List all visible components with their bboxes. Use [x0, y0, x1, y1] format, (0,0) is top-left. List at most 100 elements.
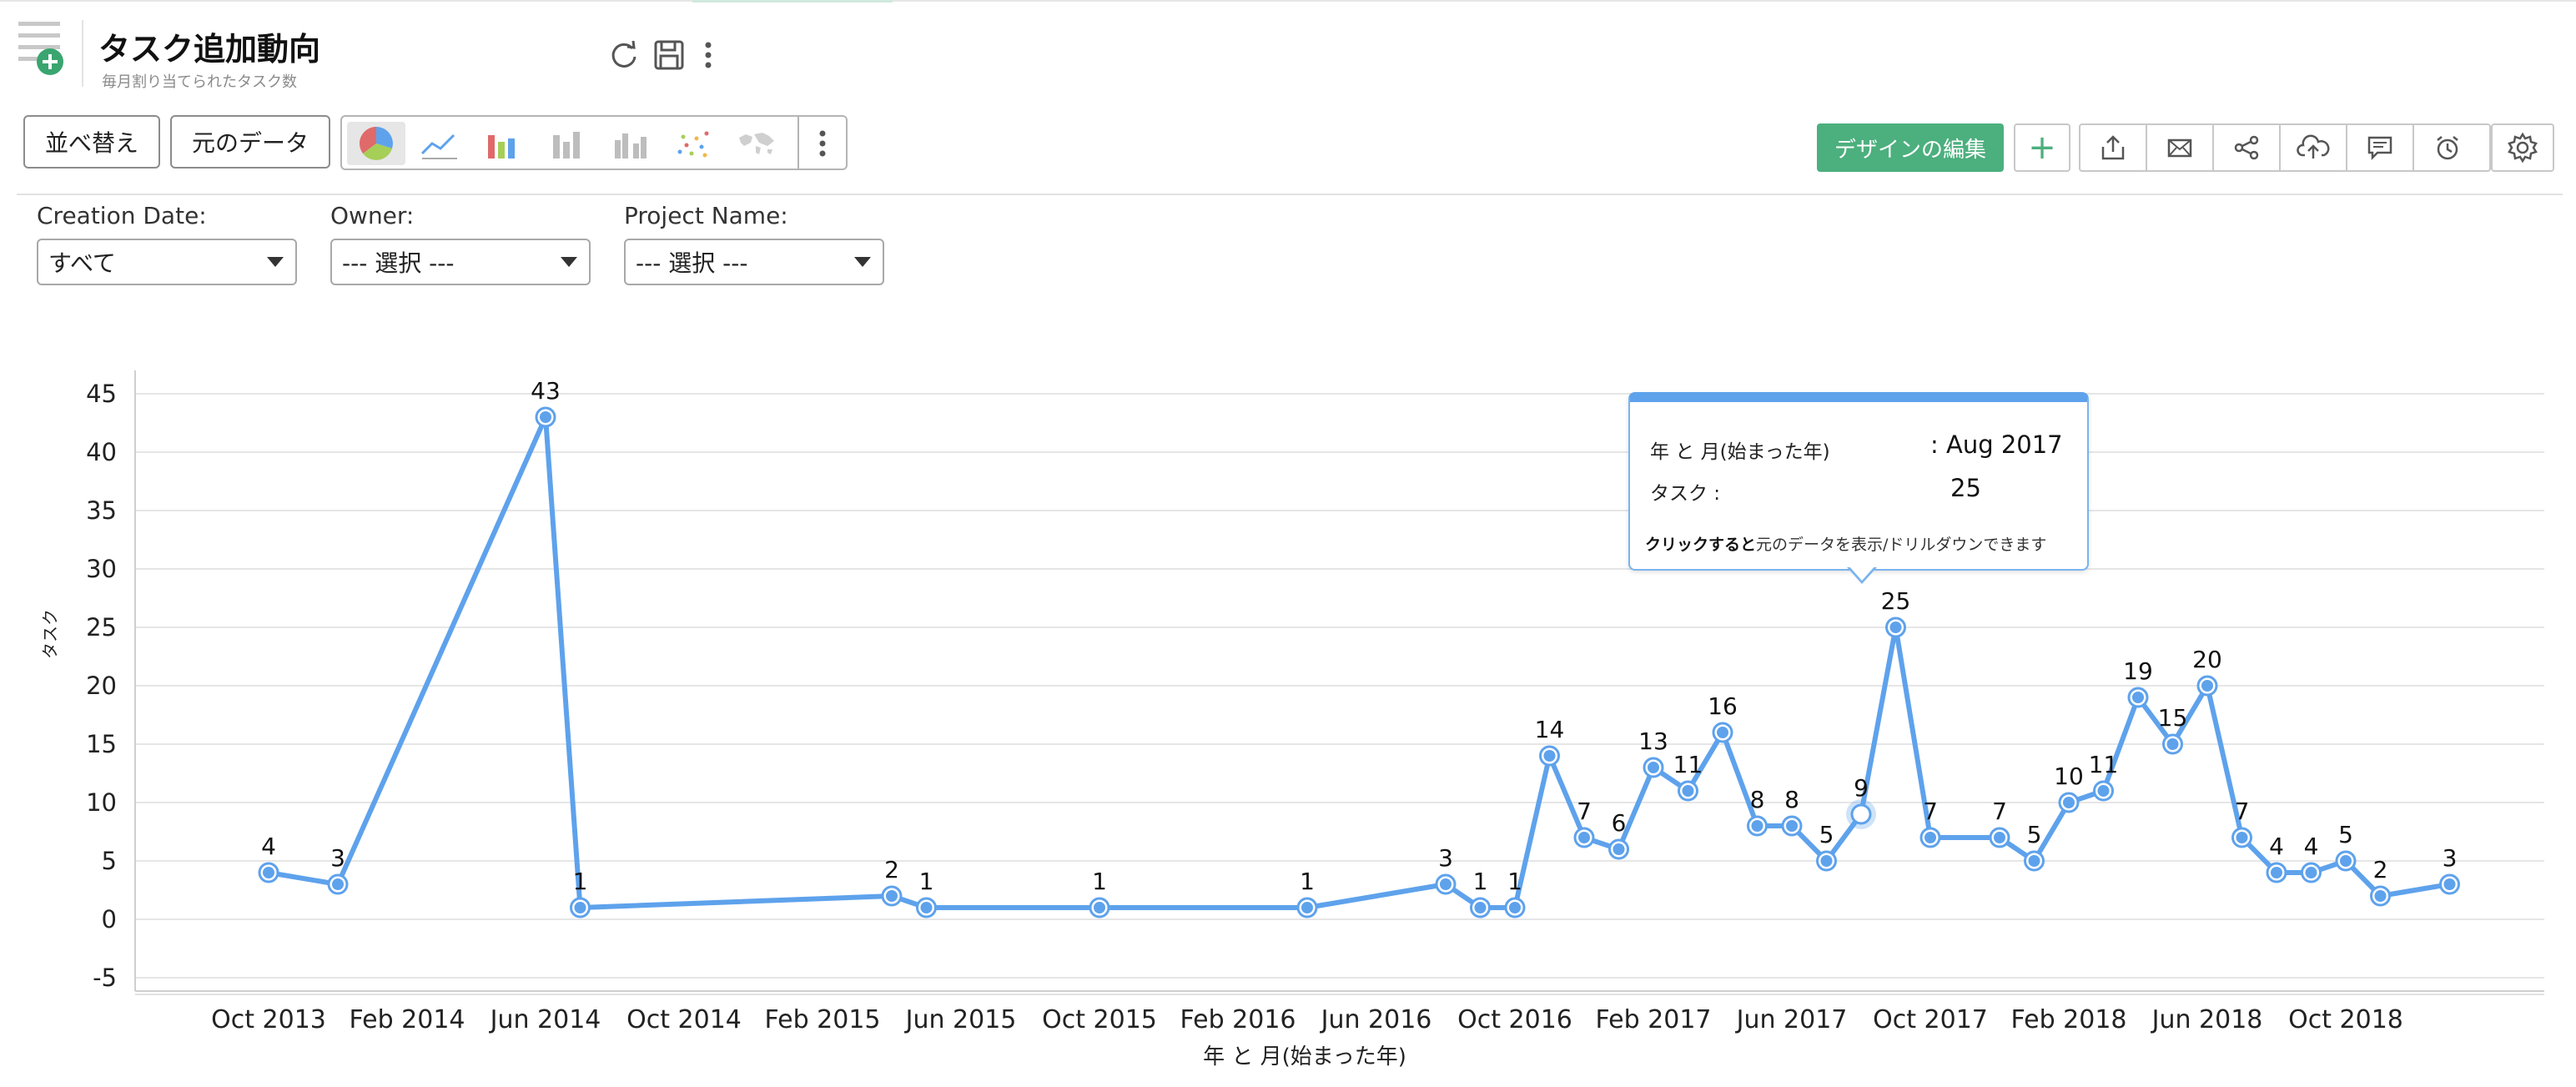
tooltip-month-label: 年 と 月(始まった年) — [1650, 441, 1830, 463]
x-tick-label: Jun 2015 — [904, 1005, 1017, 1034]
data-point-core — [886, 890, 898, 902]
page-subtitle: 毎月割り当てられたタスク数 — [102, 73, 297, 91]
x-tick-label: Oct 2014 — [626, 1005, 742, 1034]
y-tick-label: 45 — [86, 380, 117, 408]
page-title: タスク追加動向 — [98, 31, 321, 68]
project-name-value: --- 選択 --- — [636, 249, 748, 277]
line-chart-icon[interactable] — [410, 122, 469, 165]
pie-chart-icon[interactable] — [347, 122, 405, 165]
data-label: 8 — [1750, 786, 1765, 813]
tooltip-task-label: タスク : — [1650, 483, 1721, 505]
data-point-core — [2063, 797, 2075, 808]
comment-icon[interactable] — [2347, 125, 2414, 170]
data-label: 11 — [1673, 751, 1703, 778]
x-tick-label: Oct 2018 — [2288, 1005, 2403, 1034]
x-tick-label: Oct 2015 — [1042, 1005, 1157, 1034]
data-label: 5 — [2027, 821, 2042, 848]
data-point-core — [1682, 785, 1694, 797]
x-tick-label: Oct 2013 — [211, 1005, 326, 1034]
filter-label-project-name: Project Name: — [624, 202, 788, 229]
top-border — [0, 0, 2576, 2]
raw-data-button[interactable]: 元のデータ — [170, 115, 330, 169]
data-label: 1 — [1473, 868, 1488, 895]
data-point-core — [1578, 832, 1590, 843]
data-point-core — [540, 411, 551, 423]
data-label: 4 — [261, 833, 276, 860]
map-chart-icon[interactable] — [727, 122, 786, 165]
settings-icon[interactable] — [2491, 123, 2554, 172]
alarm-icon[interactable] — [2414, 125, 2481, 170]
owner-value: --- 選択 --- — [342, 249, 455, 277]
cloud-upload-icon[interactable] — [2281, 125, 2347, 170]
export-icon[interactable] — [2080, 125, 2147, 170]
chevron-down-icon — [267, 257, 284, 267]
filter-label-owner: Owner: — [330, 202, 415, 229]
data-point-core — [1543, 750, 1556, 762]
y-tick-label: 25 — [86, 613, 117, 642]
data-label: 8 — [1784, 786, 1799, 813]
x-tick-label: Jun 2014 — [489, 1005, 601, 1034]
data-label: 7 — [2235, 798, 2250, 825]
data-label: 7 — [1923, 798, 1938, 825]
more-chart-options-icon[interactable] — [799, 122, 846, 165]
data-point-core — [1751, 820, 1763, 832]
data-point-core — [2166, 738, 2179, 750]
data-label: 11 — [2089, 751, 2119, 778]
share-icon[interactable] — [2214, 125, 2281, 170]
data-point-core — [1301, 902, 1313, 913]
scatter-chart-icon[interactable] — [664, 122, 722, 165]
email-icon[interactable] — [2147, 125, 2214, 170]
stacked-bar-icon[interactable] — [537, 122, 596, 165]
project-name-select[interactable]: --- 選択 --- — [624, 239, 884, 285]
data-point-core — [1857, 810, 1865, 818]
data-label: 1 — [919, 868, 934, 895]
x-tick-label: Oct 2016 — [1457, 1005, 1572, 1034]
filter-label-creation-date: Creation Date: — [37, 202, 207, 229]
tooltip-tail-fill — [1849, 566, 1875, 581]
data-point-core — [1474, 902, 1487, 913]
data-point-core — [1094, 902, 1105, 913]
x-tick-label: Feb 2016 — [1180, 1005, 1296, 1034]
edit-design-button[interactable]: デザインの編集 — [1817, 123, 2004, 172]
owner-select[interactable]: --- 選択 --- — [330, 239, 591, 285]
data-label: 43 — [531, 377, 561, 405]
data-point-core — [2097, 785, 2110, 797]
x-tick-label: Feb 2014 — [350, 1005, 465, 1034]
data-label: 16 — [1708, 692, 1738, 720]
data-label: 1 — [1300, 868, 1315, 895]
data-point-core — [1648, 762, 1659, 773]
add-button[interactable]: + — [2014, 123, 2070, 172]
data-label: 7 — [1992, 798, 2007, 825]
refresh-icon[interactable] — [606, 37, 642, 73]
data-label: 3 — [1438, 844, 1453, 872]
creation-date-select[interactable]: すべて — [37, 239, 297, 285]
data-label: 4 — [2304, 833, 2319, 860]
y-tick-label: 15 — [86, 730, 117, 758]
series-line — [268, 415, 2450, 910]
data-point-core — [920, 902, 933, 913]
data-point-core — [1509, 902, 1521, 913]
sort-button[interactable]: 並べ替え — [23, 115, 160, 169]
x-tick-label: Jun 2017 — [1735, 1005, 1848, 1034]
data-point-core — [2340, 855, 2352, 867]
data-point-core — [1994, 832, 2005, 843]
y-tick-label: 0 — [102, 905, 117, 934]
chevron-down-icon — [561, 257, 577, 267]
x-tick-label: Oct 2017 — [1873, 1005, 1988, 1034]
data-point-core — [2201, 680, 2213, 692]
data-point-core — [1786, 820, 1798, 832]
tooltip-note-rest: 元のデータを表示/ドリルダウンできます — [1756, 536, 2047, 554]
grouped-bar-icon[interactable] — [601, 122, 659, 165]
more-vertical-icon[interactable] — [696, 37, 732, 73]
data-label: 5 — [1819, 821, 1834, 848]
y-tick-label: -5 — [93, 964, 117, 992]
x-tick-label: Feb 2017 — [1596, 1005, 1712, 1034]
bar-chart-icon[interactable] — [474, 122, 532, 165]
add-menu-icon[interactable] — [17, 18, 67, 77]
data-label: 13 — [1638, 727, 1668, 755]
data-label: 4 — [2269, 833, 2284, 860]
data-label: 1 — [573, 868, 588, 895]
save-icon[interactable] — [651, 37, 687, 73]
data-tooltip: 年 と 月(始まった年) : Aug 2017 タスク : 25 クリックすると… — [1628, 392, 2089, 571]
